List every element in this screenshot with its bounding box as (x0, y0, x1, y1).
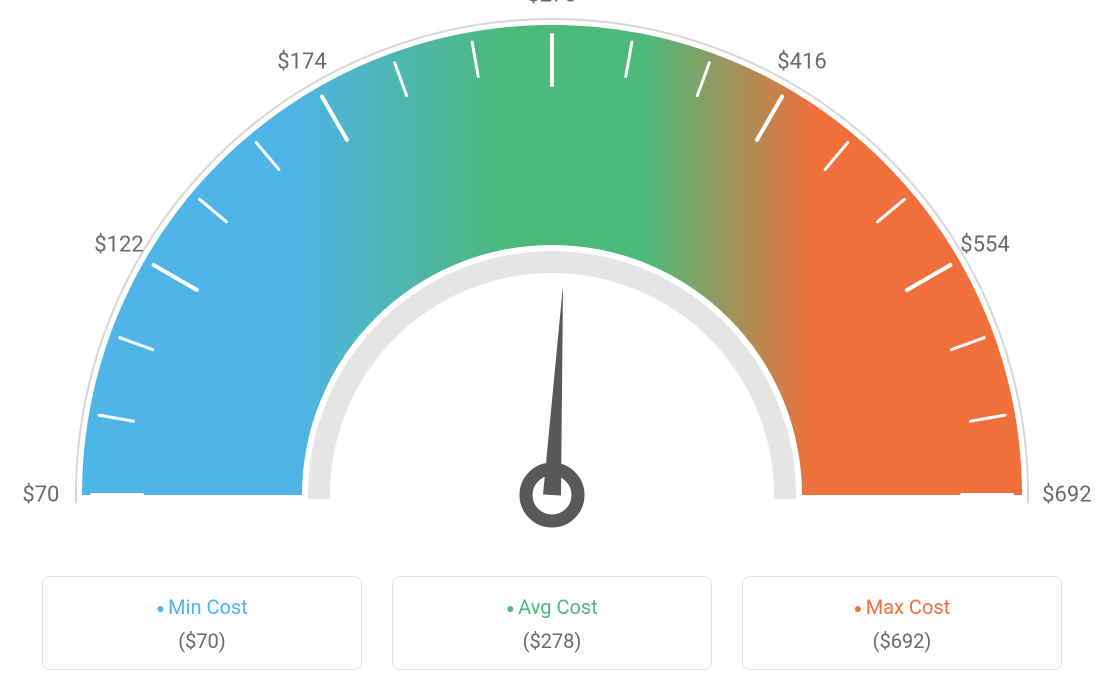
gauge-tick-label: $122 (94, 233, 143, 258)
legend-max-value: ($692) (753, 629, 1051, 653)
gauge-tick-label: $692 (1042, 483, 1091, 508)
legend-card-min: Min Cost ($70) (42, 576, 362, 670)
legend-max-label: Max Cost (753, 595, 1051, 619)
gauge-tick-label: $70 (22, 483, 59, 508)
legend-row: Min Cost ($70) Avg Cost ($278) Max Cost … (0, 576, 1104, 670)
gauge-svg (0, 0, 1104, 560)
gauge-tick-label: $174 (277, 49, 326, 74)
gauge-tick-label: $416 (777, 49, 826, 74)
legend-avg-label: Avg Cost (403, 595, 701, 619)
gauge-tick-label: $278 (527, 0, 576, 8)
gauge-chart: $70 $122 $174 $278 $416 $554 $692 (0, 0, 1104, 560)
legend-card-max: Max Cost ($692) (742, 576, 1062, 670)
legend-min-label: Min Cost (53, 595, 351, 619)
legend-card-avg: Avg Cost ($278) (392, 576, 712, 670)
legend-avg-value: ($278) (403, 629, 701, 653)
legend-min-value: ($70) (53, 629, 351, 653)
gauge-tick-label: $554 (960, 233, 1009, 258)
